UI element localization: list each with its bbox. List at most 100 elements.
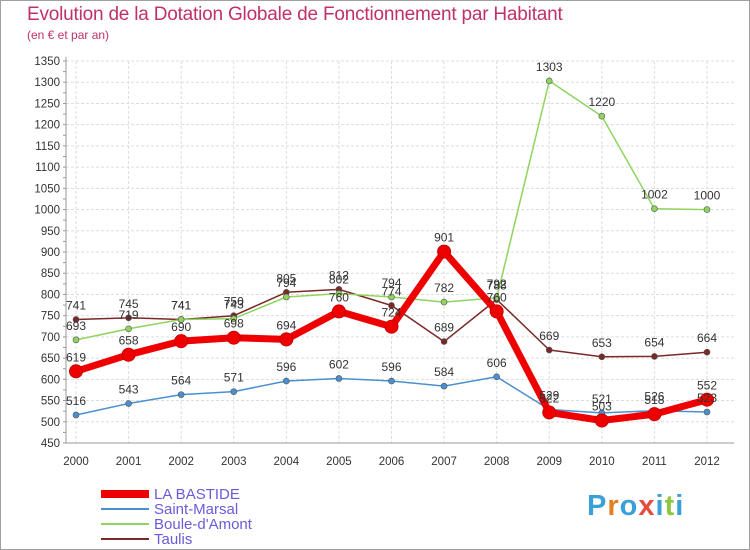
data-label-boule-d-amont: 693 — [66, 319, 86, 333]
logo-letter: i — [675, 490, 685, 522]
legend-label-la-bastide: LA BASTIDE — [154, 486, 240, 503]
data-label-boule-d-amont: 1303 — [536, 60, 563, 74]
data-point-saint-marsal — [440, 382, 448, 390]
data-point-boule-d-amont — [335, 290, 343, 297]
data-label-saint-marsal: 543 — [119, 383, 139, 397]
data-point-boule-d-amont — [545, 77, 553, 85]
data-label-taulis: 812 — [329, 268, 349, 282]
data-point-boule-d-amont — [230, 315, 238, 322]
data-point-la-bastide — [594, 413, 609, 428]
data-point-boule-d-amont — [440, 298, 448, 306]
data-label-taulis: 741 — [66, 298, 86, 312]
data-label-boule-d-amont: 719 — [119, 308, 139, 322]
proxiti-logo: Proxiti — [587, 490, 684, 523]
y-tick-label: 450 — [41, 438, 60, 450]
data-label-saint-marsal: 596 — [381, 360, 401, 374]
data-label-taulis: 750 — [224, 295, 244, 309]
y-tick-label: 850 — [41, 268, 60, 280]
data-point-la-bastide — [542, 405, 557, 420]
data-label-boule-d-amont: 741 — [171, 298, 191, 312]
data-point-taulis — [598, 353, 606, 361]
data-label-saint-marsal: 596 — [276, 360, 296, 374]
chart-subtitle: (en € et par an) — [27, 28, 110, 42]
data-label-saint-marsal: 523 — [697, 391, 717, 405]
y-tick-label: 1000 — [34, 205, 60, 217]
data-point-taulis — [440, 338, 448, 345]
y-tick-label: 1150 — [35, 141, 60, 153]
data-point-taulis — [703, 348, 711, 356]
y-tick-label: 750 — [41, 311, 60, 323]
data-label-la-bastide: 760 — [329, 290, 349, 304]
y-tick-label: 500 — [41, 417, 60, 429]
data-label-saint-marsal: 521 — [592, 392, 612, 406]
data-label-boule-d-amont: 792 — [487, 277, 507, 291]
data-label-taulis: 741 — [171, 298, 191, 312]
data-point-la-bastide — [121, 347, 136, 362]
data-label-la-bastide: 518 — [644, 393, 664, 407]
data-label-taulis: 774 — [381, 284, 401, 298]
data-label-la-bastide: 658 — [119, 334, 139, 348]
data-label-saint-marsal: 529 — [539, 388, 559, 402]
y-tick-label: 1100 — [35, 162, 60, 174]
logo-letter: r — [607, 490, 620, 522]
x-tick-label: 2007 — [431, 456, 457, 468]
data-label-taulis: 653 — [592, 336, 612, 350]
x-tick-label: 2010 — [589, 456, 615, 468]
data-point-saint-marsal — [283, 377, 290, 385]
y-tick-label: 1050 — [34, 183, 60, 195]
data-point-la-bastide — [69, 364, 83, 379]
data-label-saint-marsal: 606 — [487, 356, 507, 370]
logo-letter: i — [655, 490, 665, 522]
data-label-saint-marsal: 571 — [224, 371, 244, 385]
x-tick-label: 2012 — [694, 456, 720, 468]
data-point-la-bastide — [647, 407, 662, 422]
data-point-taulis — [545, 346, 553, 354]
chart-title: Evolution de la Dotation Globale de Fonc… — [27, 4, 563, 25]
data-point-boule-d-amont — [388, 293, 395, 301]
data-label-taulis: 689 — [434, 321, 454, 335]
data-label-boule-d-amont: 1220 — [588, 95, 615, 109]
y-tick-label: 1300 — [34, 77, 60, 89]
data-point-saint-marsal — [388, 377, 395, 385]
data-point-taulis — [72, 316, 80, 323]
y-tick-label: 800 — [41, 289, 60, 301]
data-point-boule-d-amont — [651, 205, 658, 213]
x-tick-label: 2006 — [379, 456, 405, 468]
data-point-boule-d-amont — [598, 112, 606, 120]
data-label-taulis: 805 — [276, 271, 296, 285]
data-point-la-bastide — [384, 319, 399, 334]
data-label-boule-d-amont: 1002 — [641, 188, 668, 202]
data-point-saint-marsal — [125, 400, 132, 407]
data-point-boule-d-amont — [703, 206, 711, 213]
y-tick-label: 650 — [41, 353, 60, 365]
data-label-saint-marsal: 516 — [66, 394, 86, 408]
data-label-la-bastide: 901 — [434, 231, 454, 245]
x-tick-label: 2011 — [642, 456, 667, 468]
logo-letter: o — [619, 490, 639, 522]
data-label-saint-marsal: 602 — [329, 357, 349, 371]
data-point-la-bastide — [437, 244, 452, 259]
data-point-la-bastide — [174, 334, 189, 349]
data-point-la-bastide — [331, 304, 346, 319]
y-tick-label: 550 — [41, 396, 60, 408]
y-tick-label: 700 — [41, 332, 60, 344]
data-label-taulis: 745 — [119, 297, 139, 311]
y-tick-label: 1200 — [34, 120, 60, 132]
data-label-boule-d-amont: 794 — [276, 276, 296, 290]
data-label-la-bastide: 760 — [487, 290, 507, 304]
x-tick-label: 2003 — [221, 456, 247, 468]
data-label-taulis: 788 — [487, 279, 507, 293]
legend-label-boule-d-amont: Boule-d'Amont — [154, 516, 253, 533]
data-label-boule-d-amont: 802 — [329, 273, 349, 287]
data-point-saint-marsal — [72, 411, 80, 419]
data-point-boule-d-amont — [177, 316, 185, 323]
legend-label-taulis: Taulis — [154, 531, 192, 548]
data-point-boule-d-amont — [493, 294, 500, 302]
data-label-la-bastide: 690 — [171, 320, 191, 334]
y-tick-label: 950 — [41, 226, 60, 238]
x-tick-label: 2009 — [536, 456, 562, 468]
data-label-la-bastide: 619 — [66, 350, 86, 364]
data-label-la-bastide: 698 — [224, 317, 244, 331]
data-point-la-bastide — [700, 392, 714, 407]
